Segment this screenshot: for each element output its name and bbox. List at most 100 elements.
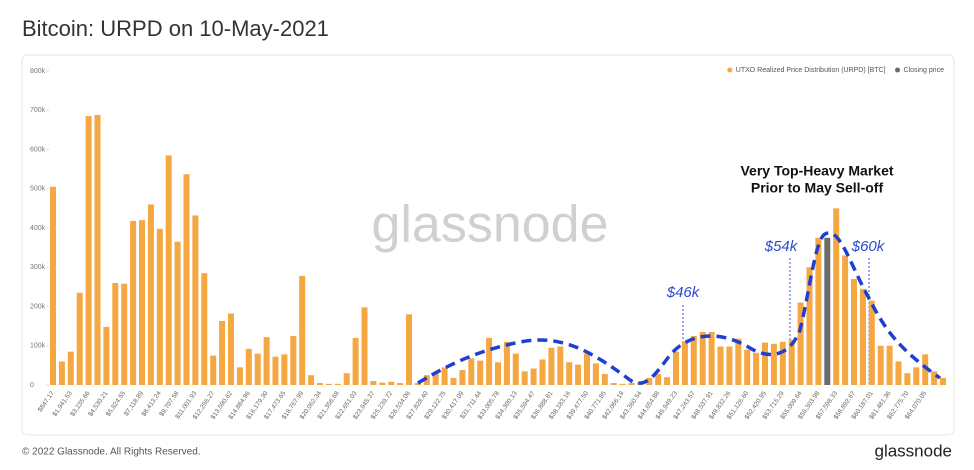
bar: [521, 371, 528, 385]
bar: [806, 267, 813, 385]
bar: [85, 116, 92, 385]
brand-logo: glassnode: [874, 441, 952, 460]
bar: [406, 314, 412, 385]
bar: [272, 356, 279, 385]
chart-title: Bitcoin: URPD on 10-May-2021: [22, 16, 329, 41]
bar: [343, 373, 350, 385]
bar: [477, 360, 484, 385]
bar: [236, 367, 243, 385]
bar: [263, 337, 270, 385]
bar: [922, 354, 929, 385]
bar: [690, 335, 697, 385]
bar: [290, 335, 297, 385]
bar: [655, 374, 662, 385]
bar: [681, 341, 688, 385]
bar: [735, 338, 742, 385]
bar: [397, 383, 404, 385]
bar: [299, 275, 306, 385]
bar: [708, 332, 715, 385]
bar: [219, 321, 226, 385]
bar: [495, 362, 501, 385]
bar: [859, 288, 866, 385]
bar: [601, 374, 608, 385]
legend-swatch: [895, 67, 901, 73]
annotation: Prior to May Sell-off: [751, 180, 884, 196]
bar: [94, 114, 101, 386]
bar: [931, 371, 938, 385]
bar: [940, 377, 946, 385]
bar: [130, 220, 137, 385]
bar: [539, 359, 546, 385]
bar: [797, 302, 804, 385]
bar: [450, 377, 457, 385]
legend-label: UTXO Realized Price Distribution (URPD) …: [736, 67, 886, 74]
legend-label: Closing price: [904, 67, 945, 74]
bar: [530, 368, 537, 385]
annotation: $54k: [764, 238, 799, 255]
bar: [744, 349, 751, 385]
y-tick-label: 100k: [30, 343, 46, 350]
bar: [67, 351, 74, 385]
bar: [592, 363, 599, 385]
bar: [317, 383, 323, 385]
legend-swatch: [727, 67, 733, 73]
bar: [468, 358, 475, 385]
y-tick-label: 0: [30, 382, 34, 389]
bar: [557, 346, 564, 385]
bar: [165, 155, 172, 385]
bar: [673, 351, 679, 385]
bar: [76, 292, 83, 385]
bar: [192, 215, 199, 385]
bar: [281, 354, 288, 385]
bar: [459, 370, 466, 385]
y-tick-label: 400k: [30, 225, 46, 232]
bar: [646, 377, 653, 385]
bar: [548, 347, 555, 385]
bar: [610, 383, 617, 385]
bar: [156, 228, 163, 385]
bar: [886, 345, 893, 385]
bar: [726, 346, 733, 385]
annotation: $60k: [851, 238, 886, 255]
bar: [58, 361, 65, 385]
annotation: $46k: [666, 284, 701, 301]
bar: [779, 341, 786, 385]
y-tick-label: 500k: [30, 186, 46, 193]
y-tick-label: 200k: [30, 303, 46, 310]
bar: [628, 383, 635, 385]
bar: [753, 352, 760, 385]
bar: [423, 375, 430, 385]
bar: [112, 282, 119, 385]
bar: [379, 382, 386, 385]
bar: [584, 353, 590, 385]
footer: © 2022 Glassnode. All Rights Reserved.: [22, 447, 201, 458]
bar: [334, 383, 341, 385]
bar: [762, 342, 768, 385]
bar: [717, 346, 724, 385]
annotation: Very Top-Heavy Market: [740, 163, 893, 179]
bar: [824, 237, 831, 385]
bar: [361, 307, 368, 385]
chart-frame: [21, 54, 955, 436]
bar: [308, 375, 315, 385]
bar: [575, 364, 582, 385]
bar: [254, 353, 261, 385]
bar: [904, 373, 911, 385]
bar: [833, 208, 840, 385]
bar: [201, 273, 208, 385]
bar: [664, 377, 671, 385]
bar: [228, 313, 234, 385]
bar: [788, 339, 795, 385]
bar: [486, 337, 493, 385]
bar: [566, 362, 573, 385]
bar: [50, 186, 56, 385]
bar: [699, 332, 706, 385]
bar: [895, 361, 902, 385]
bar: [370, 381, 377, 385]
bar: [842, 255, 849, 385]
bar: [815, 237, 822, 385]
y-tick-label: 800k: [30, 68, 46, 75]
bar: [877, 345, 884, 385]
trend-curve: [417, 231, 942, 385]
